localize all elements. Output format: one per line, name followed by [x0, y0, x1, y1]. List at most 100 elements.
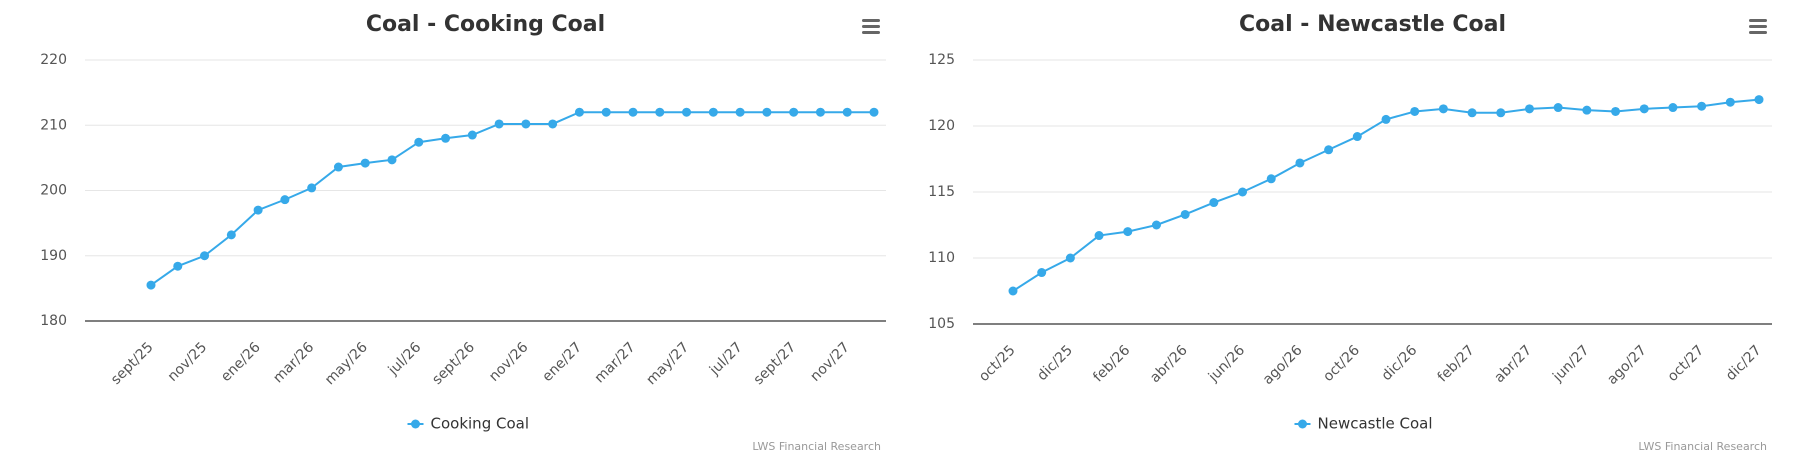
- x-tick-label: oct/26: [1320, 342, 1363, 385]
- data-point: [360, 158, 370, 168]
- data-point: [253, 205, 263, 215]
- x-tick-label: sept/27: [751, 339, 800, 388]
- data-point: [1496, 108, 1506, 118]
- data-point: [1410, 106, 1420, 116]
- data-point: [708, 107, 718, 117]
- data-point: [682, 107, 692, 117]
- data-point: [387, 155, 397, 165]
- legend-marker: [411, 419, 420, 429]
- y-tick-label: 190: [40, 248, 67, 264]
- data-point: [333, 162, 343, 172]
- data-point: [815, 107, 825, 117]
- data-point: [1324, 145, 1334, 155]
- chart-title: Coal - Newcastle Coal: [1239, 12, 1506, 37]
- data-point: [280, 195, 290, 205]
- data-point: [441, 133, 451, 143]
- x-tick-label: feb/27: [1435, 342, 1478, 385]
- data-point: [1438, 104, 1448, 114]
- data-point: [307, 183, 317, 193]
- x-tick-label: may/27: [643, 339, 692, 388]
- data-point: [1037, 268, 1047, 278]
- data-point: [1238, 187, 1248, 197]
- x-tick-label: feb/26: [1090, 342, 1133, 385]
- data-point: [494, 119, 504, 129]
- data-point: [655, 107, 665, 117]
- data-point: [1467, 108, 1477, 118]
- x-tick-label: ago/27: [1604, 342, 1650, 388]
- credits: LWS Financial Research: [752, 440, 881, 453]
- credits: LWS Financial Research: [1638, 440, 1767, 453]
- data-point: [1697, 101, 1707, 111]
- data-point: [601, 107, 611, 117]
- data-point: [842, 107, 852, 117]
- data-point: [574, 107, 584, 117]
- menu-bar: [1749, 19, 1767, 22]
- data-point: [1094, 231, 1104, 241]
- legend-marker: [1298, 419, 1307, 429]
- x-tick-label: dic/27: [1723, 342, 1765, 384]
- data-point: [1725, 97, 1735, 107]
- x-tick-label: dic/25: [1034, 342, 1076, 384]
- x-tick-label: oct/27: [1665, 342, 1708, 385]
- menu-button[interactable]: [862, 19, 880, 34]
- x-tick-label: jul/27: [706, 339, 746, 379]
- x-tick-label: dic/26: [1379, 342, 1421, 384]
- data-point: [762, 107, 772, 117]
- chart: Coal - Cooking Coal 180 190 200 210 220 sept/2…: [40, 12, 886, 453]
- y-tick-label: 105: [928, 316, 955, 332]
- x-tick-label: nov/26: [486, 339, 532, 385]
- x-tick-label: ago/26: [1260, 342, 1306, 388]
- data-point: [1180, 209, 1190, 219]
- series-line: [150, 111, 874, 286]
- x-tick-label: ene/27: [539, 339, 585, 385]
- x-tick-label: mar/26: [270, 339, 317, 386]
- data-point: [869, 107, 879, 117]
- x-tick-label: mar/27: [592, 339, 639, 386]
- data-point: [173, 261, 183, 271]
- x-tick-label: jun/27: [1549, 342, 1592, 385]
- data-point: [1754, 95, 1764, 105]
- x-tick-label: abr/26: [1147, 342, 1191, 386]
- data-point: [1352, 132, 1362, 142]
- chart: Coal - Newcastle Coal 105 110 115 120 125 oct/…: [928, 12, 1772, 453]
- x-tick-label: ene/26: [218, 339, 264, 385]
- data-point: [414, 137, 424, 147]
- x-tick-label: jun/26: [1205, 342, 1248, 385]
- data-point: [1008, 286, 1018, 296]
- x-tick-label: jul/26: [385, 339, 425, 379]
- data-point: [1582, 105, 1592, 115]
- series-line: [1012, 98, 1760, 292]
- data-point: [146, 280, 156, 290]
- data-point: [467, 130, 477, 140]
- data-point: [735, 107, 745, 117]
- chart-title: Coal - Cooking Coal: [366, 12, 605, 37]
- data-point: [1524, 104, 1534, 114]
- data-point: [200, 251, 210, 261]
- x-tick-label: sept/25: [108, 339, 157, 388]
- data-point: [1266, 174, 1276, 184]
- data-point: [1639, 104, 1649, 114]
- x-tick-label: nov/27: [807, 339, 852, 384]
- x-tick-label: nov/25: [165, 339, 210, 384]
- data-point: [1611, 106, 1621, 116]
- menu-button[interactable]: [1749, 19, 1767, 34]
- data-point: [521, 119, 531, 129]
- menu-bar: [862, 19, 880, 22]
- data-point: [1209, 198, 1219, 208]
- data-point: [1381, 114, 1391, 124]
- data-point: [1151, 220, 1161, 230]
- y-tick-label: 120: [928, 118, 955, 134]
- x-tick-label: oct/25: [976, 342, 1019, 385]
- y-tick-label: 220: [40, 52, 67, 68]
- x-tick-label: may/26: [322, 339, 371, 388]
- x-tick-label: abr/27: [1491, 342, 1535, 386]
- data-point: [1553, 103, 1563, 113]
- y-tick-label: 110: [928, 250, 955, 266]
- y-tick-label: 115: [928, 184, 955, 200]
- y-tick-label: 125: [928, 52, 955, 68]
- data-point: [628, 107, 638, 117]
- data-point: [1295, 158, 1305, 168]
- y-tick-label: 200: [40, 183, 67, 199]
- y-tick-label: 210: [40, 117, 67, 133]
- legend-label: Cooking Coal: [431, 415, 530, 433]
